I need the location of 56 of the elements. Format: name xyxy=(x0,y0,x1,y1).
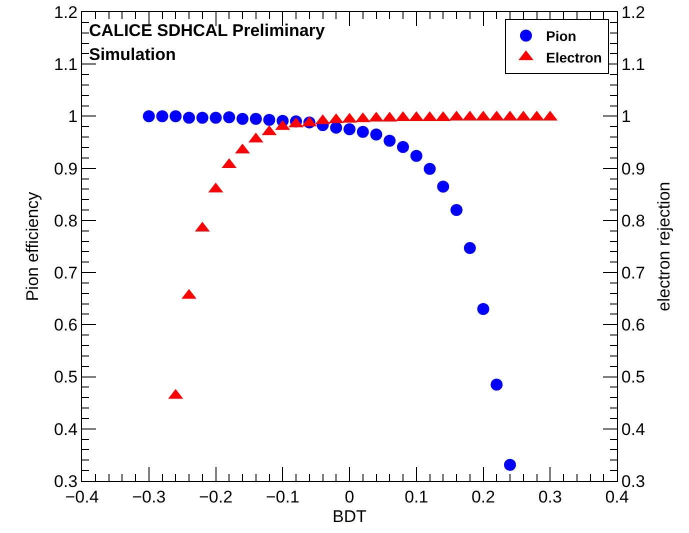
y-tick-label: 1.2 xyxy=(54,2,78,22)
annotation: CALICE SDHCAL Preliminary xyxy=(89,21,326,40)
y-tick-label: 0.4 xyxy=(54,420,78,439)
point xyxy=(397,140,409,153)
y2-tick-label: 0.8 xyxy=(621,211,646,230)
point xyxy=(477,303,490,316)
point xyxy=(490,378,503,391)
y-tick-label: 0.6 xyxy=(54,316,78,335)
y2-tick-label: 0.7 xyxy=(621,264,646,283)
point xyxy=(210,112,222,124)
x-tick-label: 0.3 xyxy=(538,487,562,506)
legend-label: Electron xyxy=(546,49,602,66)
y-tick-label: 1 xyxy=(68,107,78,126)
y-tick-label: 0.8 xyxy=(54,211,78,230)
y-tick-label: 0.7 xyxy=(54,264,78,283)
point xyxy=(263,114,276,126)
y-tick-label: 0.5 xyxy=(54,368,78,387)
x-tick-label: 0 xyxy=(344,487,354,506)
point xyxy=(156,110,168,122)
y2-tick-label: 0.4 xyxy=(621,420,646,439)
y2-axis-title: electron rejection xyxy=(654,182,674,312)
point xyxy=(424,162,436,175)
point xyxy=(384,134,396,147)
legend-label: Pion xyxy=(546,28,576,44)
point xyxy=(437,180,450,193)
y-axis-title: Pion efficiency xyxy=(23,191,42,302)
point xyxy=(344,123,356,136)
point xyxy=(183,112,195,124)
point xyxy=(356,126,369,138)
x-tick-label: 0.1 xyxy=(404,487,428,506)
point xyxy=(464,242,476,254)
x-tick-label: 0.2 xyxy=(471,487,496,506)
x-axis-title: BDT xyxy=(332,506,366,526)
point xyxy=(196,112,208,124)
x-tick-label: −0.2 xyxy=(198,487,233,506)
y2-tick-label: 0.6 xyxy=(621,316,646,335)
y2-tick-label: 0.9 xyxy=(621,159,646,178)
point xyxy=(330,122,342,134)
x-tick-label: −0.3 xyxy=(132,487,166,506)
point xyxy=(450,204,462,216)
point xyxy=(370,128,382,140)
y2-tick-label: 1.2 xyxy=(621,2,646,22)
point xyxy=(142,110,155,122)
y2-tick-label: 1.1 xyxy=(621,55,646,74)
x-tick-label: −0.1 xyxy=(266,487,300,506)
point xyxy=(236,112,248,125)
point xyxy=(170,110,182,122)
point xyxy=(223,111,236,124)
annotation: Simulation xyxy=(89,45,176,64)
point xyxy=(250,112,262,125)
y-tick-label: 0.9 xyxy=(54,159,78,178)
point xyxy=(504,458,516,471)
y-tick-label: 1.1 xyxy=(54,55,78,74)
point xyxy=(410,150,422,162)
y2-tick-label: 0.5 xyxy=(621,368,646,387)
y2-tick-label: 1 xyxy=(621,107,631,126)
